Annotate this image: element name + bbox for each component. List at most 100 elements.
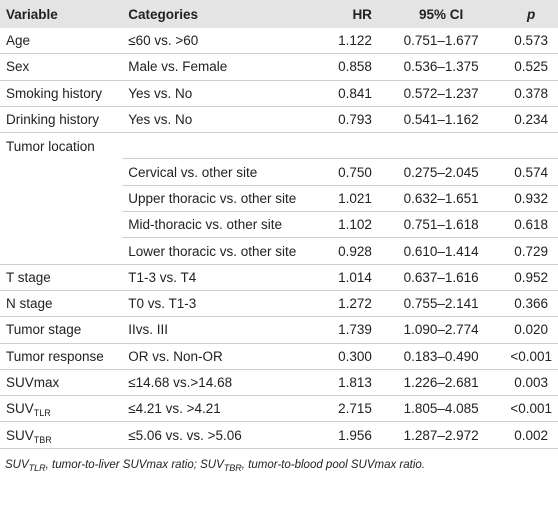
table-cell: 0.002 <box>504 421 558 449</box>
text: Sex <box>6 59 30 75</box>
table-cell: 2.715 <box>326 395 378 423</box>
table-cell: ≤5.06 vs. vs. >5.06 <box>122 421 327 449</box>
table-cell: IIvs. III <box>122 316 327 344</box>
table-cell: 0.618 <box>504 211 558 239</box>
table-row: Drinking history Yes vs. No 0.793 0.541–1.1… <box>0 106 558 134</box>
table-cell: Tumor stage <box>0 316 123 344</box>
table-cell: 0.541–1.162 <box>377 106 505 134</box>
table-cell: 0.525 <box>504 53 558 81</box>
table-cell: Age <box>0 28 123 55</box>
table-cell: 1.739 <box>326 316 378 344</box>
table-cell: ≤4.21 vs. >4.21 <box>122 395 327 423</box>
table-row: N stage T0 vs. T1-3 1.272 0.755–2.141 0.366 <box>0 290 558 318</box>
table-cell: Smoking history <box>0 80 123 107</box>
table-cell: SUVmax <box>0 369 123 397</box>
text: Age <box>6 33 31 49</box>
subscript: TLR <box>28 462 46 473</box>
header-cell: Categories <box>122 0 327 28</box>
table-cell: Tumor location <box>0 133 122 159</box>
table-row: Tumor stage IIvs. III 1.739 1.090–2.774 0.02… <box>0 316 558 344</box>
table-cell: Sex <box>0 53 123 81</box>
table-cell <box>326 132 378 160</box>
table-cell <box>0 237 123 265</box>
table-cell: <0.001 <box>504 343 558 370</box>
table-cell: 1.805–4.085 <box>377 395 505 423</box>
table-cell: 0.234 <box>504 106 558 134</box>
table-cell: 1.122 <box>326 28 378 55</box>
table-cell <box>504 132 558 160</box>
table-cell: Lower thoracic vs. other site <box>122 237 327 265</box>
table-cell <box>0 212 122 238</box>
table-cell: 0.573 <box>504 28 558 55</box>
text: , tumor-to-blood pool SUVmax ratio. <box>241 458 425 471</box>
table-cell: Yes vs. No <box>122 106 327 134</box>
header-cell: HR <box>326 0 378 28</box>
table-cell: 1.102 <box>326 211 378 239</box>
table-cell <box>0 159 122 185</box>
table-cell: 0.574 <box>504 158 558 186</box>
table-cell: Yes vs. No <box>122 80 327 107</box>
text: T stage <box>6 269 51 285</box>
table-cell: 1.287–2.972 <box>377 421 505 449</box>
subscript: TBR <box>223 462 242 473</box>
text: SUV <box>6 427 34 443</box>
text: Tumor response <box>6 348 104 364</box>
table-cell: 0.932 <box>504 185 558 213</box>
table-body: Age ≤60 vs. >60 1.122 0.751–1.677 0.573 Sex Ma… <box>0 28 558 449</box>
table-cell: Mid-thoracic vs. other site <box>122 211 327 239</box>
table-cell: T stage <box>0 264 123 291</box>
table-row: Mid-thoracic vs. other site 1.102 0.751–1.… <box>0 211 558 239</box>
table-cell: 0.750 <box>326 158 378 186</box>
table-cell: 0.729 <box>504 237 558 265</box>
table-cell: 0.637–1.616 <box>377 264 505 291</box>
table-cell: 0.632–1.651 <box>377 185 505 213</box>
table-cell: ≤14.68 vs.>14.68 <box>122 369 327 397</box>
footnote: SUVTLR, tumor-to-liver SUVmax ratio; SUV… <box>0 449 558 473</box>
table-cell: 0.793 <box>326 106 378 134</box>
table-cell: 0.536–1.375 <box>377 53 505 81</box>
text: Tumor stage <box>6 322 82 338</box>
table-cell: ≤60 vs. >60 <box>122 28 327 55</box>
table-cell: OR vs. Non-OR <box>122 343 327 370</box>
table-row: Sex Male vs. Female 0.858 0.536–1.375 0.525 <box>0 53 558 81</box>
table-cell: 0.020 <box>504 316 558 344</box>
table-cell: 1.272 <box>326 290 378 318</box>
table-cell: SUVTBR <box>0 421 123 449</box>
table-cell: Upper thoracic vs. other site <box>122 185 327 213</box>
table-cell: 1.021 <box>326 185 378 213</box>
table-cell: 0.928 <box>326 237 378 265</box>
header-row: Variable Categories HR 95% CI p <box>0 0 558 28</box>
table-cell <box>122 132 327 160</box>
table-row: SUVmax ≤14.68 vs.>14.68 1.813 1.226–2.681 0.… <box>0 369 558 397</box>
table-cell: Tumor response <box>0 343 123 370</box>
table-cell: 0.751–1.618 <box>377 211 505 239</box>
table-cell: 1.813 <box>326 369 378 397</box>
table-cell: 0.755–2.141 <box>377 290 505 318</box>
text: , tumor-to-liver SUVmax ratio; <box>45 458 201 471</box>
table-cell: Male vs. Female <box>122 53 327 81</box>
text: Smoking history <box>6 85 103 101</box>
text: SUVmax <box>6 375 60 390</box>
table-cell: T0 vs. T1-3 <box>122 290 327 318</box>
table-row: Age ≤60 vs. >60 1.122 0.751–1.677 0.573 <box>0 28 558 55</box>
table-cell: 0.952 <box>504 264 558 291</box>
table-cell: 0.275–2.045 <box>377 158 505 186</box>
table-cell <box>377 132 505 160</box>
text: SUV <box>200 458 224 471</box>
table-cell: 0.841 <box>326 80 378 107</box>
table-row: T stage T1-3 vs. T4 1.014 0.637–1.616 0.952 <box>0 264 558 291</box>
table-row: Lower thoracic vs. other site 0.928 0.610–… <box>0 237 558 265</box>
table-cell: Drinking history <box>0 106 123 134</box>
table-cell: Cervical vs. other site <box>122 158 327 186</box>
table-cell: <0.001 <box>504 395 558 423</box>
table-cell: 1.226–2.681 <box>377 369 505 397</box>
subscript: TLR <box>33 408 51 419</box>
table-cell: 1.956 <box>326 421 378 449</box>
table-cell: T1-3 vs. T4 <box>122 264 327 291</box>
table-cell: N stage <box>0 290 123 318</box>
table-cell: 0.378 <box>504 80 558 107</box>
subscript: TBR <box>33 434 52 445</box>
text: SUV <box>6 401 34 417</box>
table-row: Tumor response OR vs. Non-OR 0.300 0.183–0.… <box>0 343 558 370</box>
